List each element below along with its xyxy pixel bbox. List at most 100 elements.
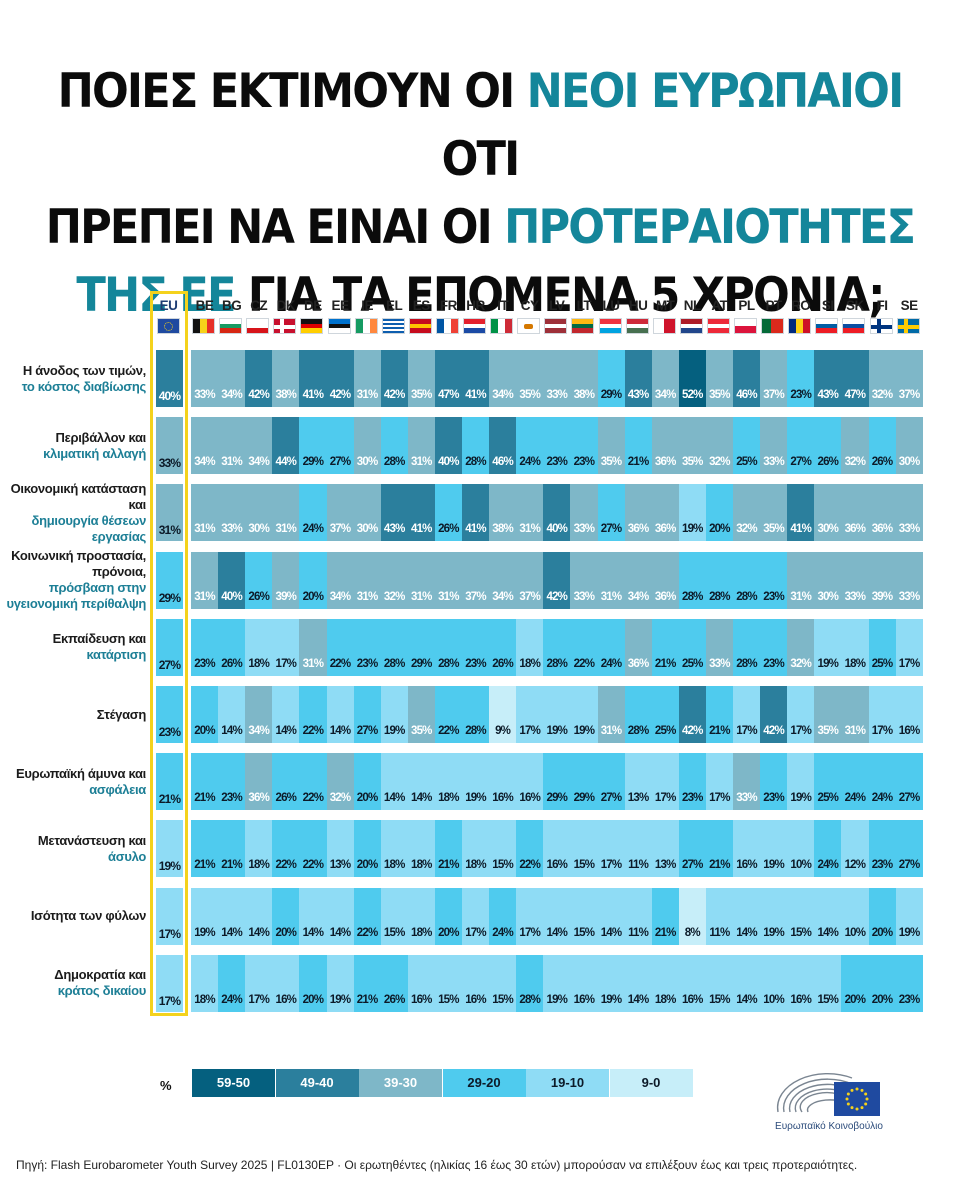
- cell-value: 37%: [519, 590, 540, 603]
- cell-value: 31%: [302, 657, 324, 670]
- column-header-el: EL: [386, 298, 403, 313]
- cell-value: 36%: [654, 456, 676, 469]
- row-label-main: Ευρωπαϊκή άμυνα και: [16, 765, 146, 781]
- heatmap-cell: [570, 484, 599, 542]
- flag-icon-es: [408, 318, 432, 334]
- heatmap-cell: [434, 887, 463, 945]
- heatmap-cell: [272, 350, 300, 407]
- cell-value: 27%: [898, 859, 920, 872]
- column-header-lv: LV: [549, 298, 565, 313]
- cell-value: 28%: [519, 993, 540, 1006]
- heatmap-cell: [434, 350, 463, 407]
- heatmap-cell: [570, 887, 599, 945]
- eu-cell: [156, 820, 183, 878]
- heatmap-cell: [462, 618, 490, 676]
- cell-value: 19%: [600, 993, 622, 1006]
- flag-icon-lv: [544, 318, 568, 334]
- cell-value: 27%: [600, 792, 622, 805]
- title-line3-b: ΓΙΑ ΤΑ ΕΠΟΜΕΝΑ 5 ΧΡΟΝΙΑ;: [234, 268, 886, 323]
- heatmap-cell: [407, 954, 436, 1012]
- cell-value: 18%: [844, 657, 866, 670]
- cell-value: 37%: [763, 389, 784, 401]
- cell-value: 19%: [573, 725, 595, 737]
- heatmap-cell: [597, 954, 626, 1012]
- cell-value: 22%: [438, 725, 459, 737]
- heatmap-cell: [489, 820, 517, 878]
- heatmap-cell: [651, 484, 680, 542]
- cell-value: 24%: [302, 523, 324, 536]
- row-label: Εκπαίδευση και κατάρτιση: [0, 615, 147, 680]
- heatmap-cell: [570, 350, 599, 407]
- cell-value: 33%: [736, 792, 757, 805]
- heatmap-cell: [543, 820, 571, 878]
- heatmap-cell: [705, 686, 734, 743]
- heatmap-cell: [543, 753, 571, 811]
- cell-value: 33%: [898, 590, 920, 603]
- heatmap-cell: [353, 551, 382, 609]
- heatmap-cell: [678, 686, 707, 743]
- cell-value: 14%: [329, 725, 351, 737]
- heatmap-cell: [841, 484, 870, 542]
- heatmap-cell: [570, 954, 599, 1012]
- cell-value: 16%: [275, 993, 297, 1006]
- column-header-be: BE: [195, 298, 214, 313]
- heatmap-cell: [272, 551, 300, 609]
- cell-value: 30%: [817, 523, 839, 536]
- column-header-hu: HU: [628, 298, 648, 313]
- flag-icon-el: [381, 318, 405, 334]
- cell-value: 28%: [736, 590, 757, 603]
- cell-value: 36%: [844, 523, 866, 536]
- cell-value: 36%: [654, 523, 676, 536]
- heatmap-cell: [814, 350, 842, 407]
- heatmap-cell: [651, 887, 680, 945]
- cell-value: 20%: [356, 792, 378, 805]
- cell-value: 22%: [519, 859, 540, 872]
- flag-icon-bg: [219, 318, 243, 334]
- cell-value: 25%: [681, 657, 703, 670]
- heatmap-cell: [407, 484, 436, 542]
- flag-icon-it: [490, 318, 514, 334]
- cell-value: 28%: [736, 657, 757, 670]
- cell-value: 15%: [492, 859, 513, 872]
- cell-value: 23%: [573, 456, 595, 469]
- row-label-main: Μετανάστευση και: [37, 832, 146, 848]
- cell-value: 20%: [871, 926, 893, 939]
- cell-value: 42%: [383, 389, 405, 401]
- cell-value: 17%: [248, 993, 269, 1006]
- cell-value: 25%: [871, 657, 893, 670]
- legend-item: 29-20: [442, 1069, 526, 1097]
- cell-value: 40%: [221, 590, 242, 603]
- heatmap-cell: [705, 753, 734, 811]
- cell-value: 16%: [492, 792, 513, 805]
- heatmap-cell: [516, 484, 544, 542]
- heatmap-cell: [434, 551, 463, 609]
- flag-icon-hr: [463, 318, 486, 334]
- heatmap-cell: [434, 820, 463, 878]
- eu-cell: [156, 686, 183, 743]
- cell-value: 33%: [221, 523, 242, 536]
- heatmap-cell: [380, 820, 409, 878]
- cell-value: 31%: [410, 456, 432, 469]
- cell-value: 41%: [302, 389, 324, 401]
- heatmap-cell: [895, 350, 924, 407]
- heatmap-cell: [407, 618, 436, 676]
- cell-value: 35%: [681, 456, 703, 469]
- heatmap-cell: [516, 686, 544, 743]
- cell-value: 14%: [817, 926, 839, 939]
- cell-value: 27%: [356, 725, 378, 737]
- star-icon: [860, 1106, 864, 1110]
- column-header-it: IT: [497, 298, 509, 313]
- cell-value: 19%: [790, 792, 811, 805]
- row-label-highlight: δημιουργία θέσεων εργασίας: [31, 512, 147, 544]
- heatmap-cell: [380, 686, 409, 743]
- eu-cell: [156, 887, 183, 945]
- eu-column-frame: [150, 291, 188, 1016]
- star-icon: [855, 1107, 859, 1111]
- cell-value: 26%: [275, 792, 297, 805]
- heatmap-cell: [570, 618, 599, 676]
- heatmap-cell: [489, 954, 517, 1012]
- heatmap-cell: [787, 618, 815, 676]
- heatmap-cell: [191, 350, 219, 407]
- heatmap-cell: [597, 417, 626, 475]
- heatmap-cell: [787, 417, 815, 475]
